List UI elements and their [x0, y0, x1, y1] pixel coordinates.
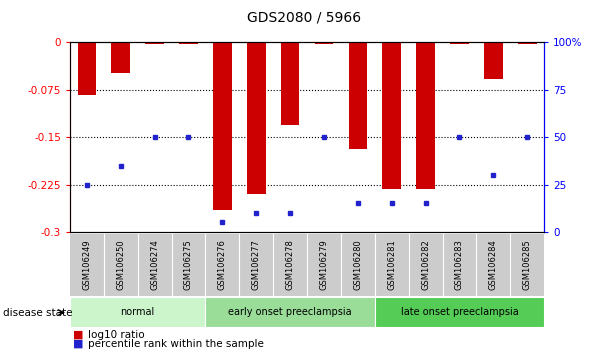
Text: GSM106280: GSM106280 [353, 239, 362, 290]
Text: GSM106277: GSM106277 [252, 239, 261, 290]
Bar [416, 42, 435, 189]
Text: normal: normal [120, 307, 155, 318]
Bar [281, 42, 299, 125]
Bar [382, 42, 401, 189]
Bar [70, 297, 206, 327]
Text: late onset preeclampsia: late onset preeclampsia [401, 307, 519, 318]
Bar [450, 42, 469, 44]
Bar [78, 42, 96, 95]
Text: GSM106278: GSM106278 [286, 239, 295, 290]
Text: percentile rank within the sample: percentile rank within the sample [88, 339, 264, 349]
Text: ■: ■ [73, 330, 83, 339]
Text: GDS2080 / 5966: GDS2080 / 5966 [247, 11, 361, 25]
Text: GSM106279: GSM106279 [319, 239, 328, 290]
Text: disease state: disease state [3, 308, 72, 318]
Text: early onset preeclampsia: early onset preeclampsia [228, 307, 352, 318]
Bar [375, 297, 544, 327]
Text: GSM106274: GSM106274 [150, 239, 159, 290]
Text: GSM106249: GSM106249 [82, 239, 91, 290]
Text: GSM106285: GSM106285 [523, 239, 532, 290]
Text: GSM106284: GSM106284 [489, 239, 498, 290]
Text: GSM106283: GSM106283 [455, 239, 464, 290]
Bar [213, 42, 232, 210]
Bar [484, 42, 503, 79]
Bar [315, 42, 333, 44]
Text: ■: ■ [73, 339, 83, 349]
Bar [348, 42, 367, 149]
Text: GSM106275: GSM106275 [184, 239, 193, 290]
Text: log10 ratio: log10 ratio [88, 330, 145, 339]
Bar [179, 42, 198, 44]
Bar [145, 42, 164, 44]
Bar [518, 42, 536, 44]
Text: GSM106281: GSM106281 [387, 239, 396, 290]
Text: GSM106276: GSM106276 [218, 239, 227, 290]
Bar [111, 42, 130, 73]
Text: GSM106250: GSM106250 [116, 239, 125, 290]
Bar [247, 42, 266, 194]
Bar [206, 297, 375, 327]
Text: GSM106282: GSM106282 [421, 239, 430, 290]
